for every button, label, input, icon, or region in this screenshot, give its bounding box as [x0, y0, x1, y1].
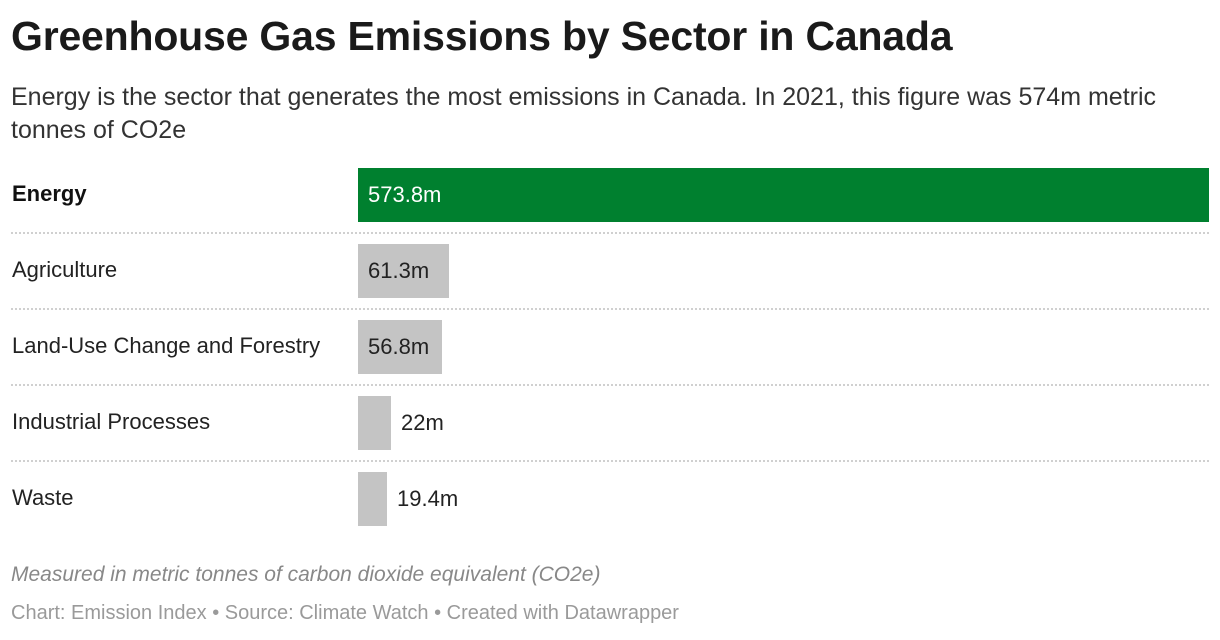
row-divider [11, 384, 1209, 386]
category-label: Waste [12, 485, 74, 510]
chart-subtitle: Energy is the sector that generates the … [11, 83, 1157, 144]
value-label: 19.4m [397, 486, 459, 511]
bar-row: Agriculture 61.3m [11, 242, 1209, 318]
value-label: 61.3m [368, 258, 430, 283]
bar [358, 320, 442, 374]
bar [358, 244, 449, 298]
row-divider [11, 308, 1209, 310]
bar-row: Waste 19.4m [11, 470, 1209, 546]
row-divider [11, 460, 1209, 462]
category-label: Energy [12, 181, 87, 206]
category-label: Industrial Processes [12, 409, 211, 434]
bar [358, 396, 391, 450]
bar-row: Industrial Processes 22m [11, 394, 1209, 470]
value-label: 56.8m [368, 334, 430, 359]
category-label: Agriculture [12, 257, 118, 282]
bar-row: Energy 573.8m [11, 166, 1209, 242]
value-label: 573.8m [368, 182, 442, 207]
bar [358, 168, 1209, 222]
bar [358, 472, 387, 526]
value-label: 22m [401, 410, 444, 435]
category-label: Land-Use Change and Forestry [12, 333, 321, 358]
chart-credits: Chart: Emission Index • Source: Climate … [11, 602, 679, 624]
bar-row: Land-Use Change and Forestry 56.8m [11, 318, 1209, 394]
chart-title: Greenhouse Gas Emissions by Sector in Ca… [11, 13, 953, 59]
row-divider [11, 232, 1209, 234]
bar-rows: Energy 573.8m Agriculture 61.3m Land-Use Cha… [11, 166, 1209, 546]
chart-note: Measured in metric tonnes of carbon diox… [11, 563, 601, 586]
